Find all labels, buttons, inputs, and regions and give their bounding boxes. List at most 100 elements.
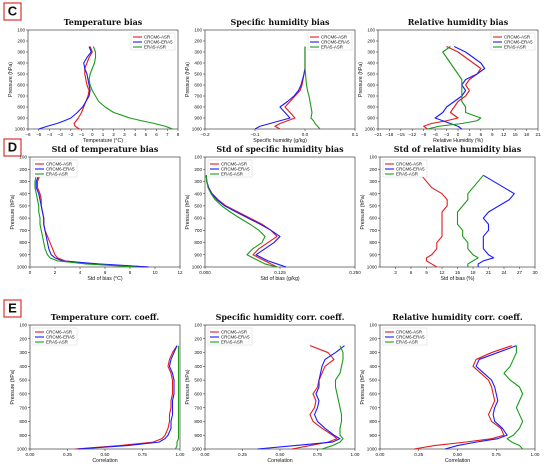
panel-label-c: C [3, 2, 22, 21]
y-axis-label: Pressure (hPa) [185, 62, 191, 97]
x-tick-label: 2 [112, 132, 115, 137]
legend-label: CRCM6-ERA5 [144, 40, 173, 45]
panel-label-d-text: D [8, 140, 17, 155]
y-tick-label: 100 [369, 155, 377, 160]
y-axis-label: Pressure (hPa) [185, 194, 191, 229]
y-tick-label: 200 [194, 167, 202, 172]
x-tick-label: 3 [123, 132, 126, 137]
x-axis-label: Temperature (°C) [83, 138, 123, 144]
x-tick-label: −3 [444, 132, 450, 137]
legend-label: CRCM6-ASR [221, 330, 247, 335]
y-tick-label: 700 [369, 405, 377, 410]
x-tick-label: −9 [421, 132, 427, 137]
x-tick-label: 6 [410, 270, 413, 275]
y-tick-label: 100 [194, 155, 202, 160]
x-tick-label: 0.75 [313, 452, 322, 457]
series-line-crcm6-era5 [77, 345, 178, 450]
y-tick-label: 900 [194, 252, 202, 257]
y-tick-label: 400 [369, 191, 377, 196]
x-tick-label: 6 [480, 132, 483, 137]
y-tick-label: 800 [369, 240, 377, 245]
series-line-crcm6-asr [291, 345, 338, 450]
y-tick-label: 400 [194, 61, 202, 66]
legend-label: ERA5-ASR [46, 340, 68, 345]
x-tick-label: 12 [501, 132, 507, 137]
panel-label-d: D [3, 138, 22, 157]
y-tick-label: 200 [17, 39, 25, 44]
y-tick-label: 1000 [15, 127, 26, 132]
y-tick-label: 700 [194, 405, 202, 410]
chart-1: Temperature bias 100 200 300 400 500 600 700 800… [8, 17, 180, 144]
chart-title: Temperature bias [64, 17, 143, 27]
legend-label: CRCM6-ASR [396, 330, 422, 335]
y-tick-label: 800 [17, 105, 25, 110]
legend-label: ERA5-ASR [46, 172, 68, 177]
series-line-era5-asr [88, 46, 173, 130]
y-tick-label: 700 [19, 228, 27, 233]
y-tick-label: 300 [17, 50, 25, 55]
x-tick-label: 1.00 [351, 452, 360, 457]
y-tick-label: 800 [194, 240, 202, 245]
chart-4: Std of temperature bias10020030040050060… [10, 144, 183, 282]
y-tick-label: 200 [367, 39, 375, 44]
x-tick-label: 18 [524, 132, 530, 137]
y-tick-label: 400 [17, 61, 25, 66]
series-line-crcm6-era5 [257, 345, 345, 450]
y-tick-label: 300 [369, 179, 377, 184]
series-line-era5-asr [34, 175, 137, 268]
y-tick-label: 900 [369, 433, 377, 438]
y-tick-label: 100 [17, 28, 25, 33]
x-tick-label: 30 [532, 270, 538, 275]
y-tick-label: 500 [194, 378, 202, 383]
series-line-era5-asr [503, 345, 524, 450]
y-tick-label: 900 [17, 116, 25, 121]
x-tick-label: −18 [386, 132, 394, 137]
series-line-era5-asr [456, 174, 484, 267]
x-tick-label: 5 [145, 132, 148, 137]
y-tick-label: 700 [19, 405, 27, 410]
x-tick-label: 0.250 [349, 270, 361, 275]
panel-label-c-box [3, 2, 22, 21]
x-tick-label: 3 [394, 270, 397, 275]
y-tick-label: 400 [367, 61, 375, 66]
x-tick-label: 0.1 [352, 132, 359, 137]
panel-label-e: E [3, 299, 22, 318]
y-tick-label: 200 [369, 167, 377, 172]
x-tick-label: 0.00 [376, 452, 385, 457]
x-tick-label: −5 [36, 132, 42, 137]
chart-title: Specific humidity bias [230, 17, 330, 27]
series-line-era5-asr [321, 345, 344, 450]
legend-label: ERA5-ASR [144, 45, 166, 50]
chart-6: Std of relative humidity bias 100 200 300 40… [360, 144, 538, 282]
series-line-crcm6-asr [414, 345, 512, 450]
y-tick-label: 600 [194, 391, 202, 396]
y-tick-label: 500 [367, 72, 375, 77]
x-tick-label: 9 [491, 132, 494, 137]
x-tick-label: 0.75 [492, 452, 501, 457]
y-tick-label: 600 [367, 83, 375, 88]
y-tick-label: 200 [19, 167, 27, 172]
chart-title: Temperature corr. coeff. [51, 312, 160, 322]
y-tick-label: 600 [369, 216, 377, 221]
x-tick-label: 21 [486, 270, 492, 275]
x-tick-label: −6 [433, 132, 439, 137]
x-tick-label: 4 [134, 132, 137, 137]
x-tick-label: 12 [439, 270, 445, 275]
y-axis-label: Pressure (hPa) [10, 369, 16, 404]
legend-label: CRCM6-ASR [396, 162, 422, 167]
y-tick-label: 400 [19, 191, 27, 196]
y-tick-label: 700 [367, 94, 375, 99]
series-line-era5-asr [304, 46, 321, 130]
legend-label: CRCM6-ASR [321, 35, 347, 40]
series-line-era5-asr [174, 345, 180, 450]
series-line-crcm6-asr [420, 174, 448, 268]
x-tick-label: 24 [501, 270, 507, 275]
x-tick-label: 1.00 [531, 452, 540, 457]
chart-title: Std of temperature bias [52, 144, 159, 154]
x-tick-label: −0.2 [200, 132, 210, 137]
